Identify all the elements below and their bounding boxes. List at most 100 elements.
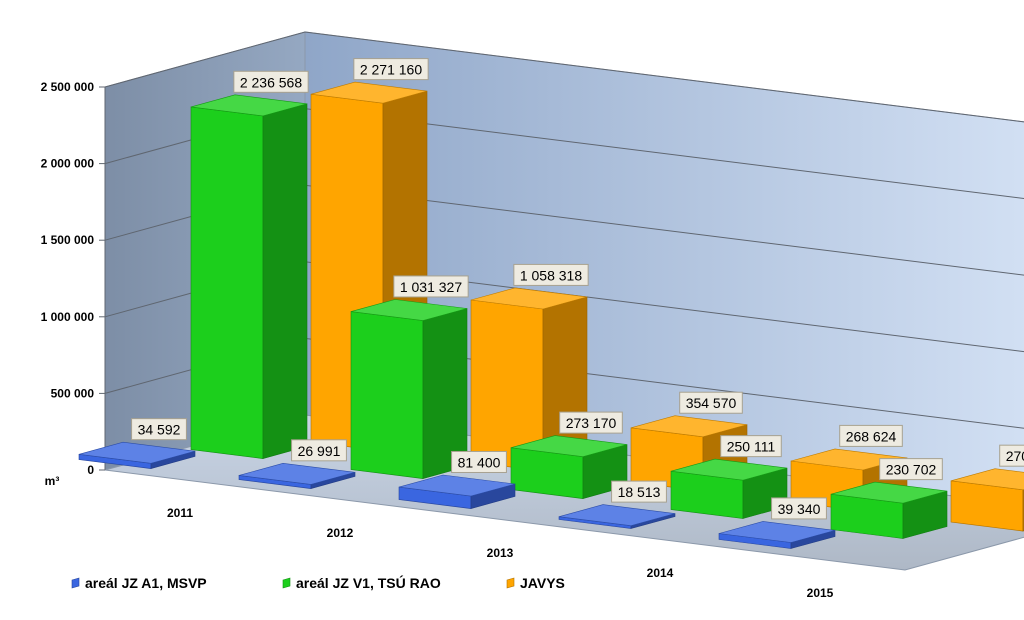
y-tick-label: 1 000 000 [41, 310, 95, 324]
y-tick-label: 500 000 [51, 386, 95, 400]
data-labels: 34 592 26 991 81 400 18 513 39 340 2 236 568 1… [131, 58, 1024, 520]
bar [238, 462, 356, 489]
bar-side [262, 103, 308, 459]
legend-item: JAVYS [506, 575, 565, 591]
bar [950, 468, 1024, 532]
bar-top [78, 441, 196, 464]
data-label-text: 2 236 568 [240, 74, 302, 90]
y-tick-label: 0 [87, 463, 94, 477]
y-tick-label: 2 500 000 [41, 80, 95, 94]
legend-swatch [506, 577, 515, 589]
data-label-box [451, 450, 507, 473]
data-label-box [131, 418, 187, 441]
data-label-box [233, 70, 309, 93]
bar-top [670, 458, 788, 481]
legend-swatch [282, 577, 291, 589]
bar-top [630, 415, 748, 438]
data-label: 2 236 568 [233, 70, 309, 93]
legend-label: JAVYS [520, 575, 565, 591]
bar-top [510, 435, 628, 458]
data-label-box [999, 444, 1024, 467]
y-axis: 0 500 000 1 000 000 1 500 000 2 000 000 2 500… [41, 80, 106, 488]
bar-top [190, 94, 308, 117]
data-label: 34 592 [131, 418, 187, 441]
bar [190, 94, 308, 459]
data-label: 268 624 [839, 424, 903, 447]
data-label-text: 1 031 327 [400, 279, 462, 295]
data-label: 2 271 160 [353, 58, 429, 81]
bar [350, 299, 468, 479]
x-tick-label: 2013 [487, 546, 514, 560]
bar-top [790, 448, 908, 471]
bar-top [398, 474, 516, 497]
x-axis: 2011 2012 2013 2014 2015 [167, 506, 834, 600]
data-label: 230 702 [879, 458, 943, 481]
data-label-box [393, 275, 469, 298]
y-tick-label: 2 000 000 [41, 157, 95, 171]
data-label-text: 39 340 [778, 501, 821, 517]
data-label-box [720, 435, 782, 458]
data-label-box [353, 58, 429, 81]
x-tick-label: 2015 [807, 586, 834, 600]
bar [718, 521, 836, 549]
legend-item: areál JZ V1, TSÚ RAO [282, 574, 441, 591]
data-label-text: 273 170 [566, 415, 617, 431]
data-label: 250 111 [720, 435, 782, 458]
data-label: 270 042 [999, 444, 1024, 467]
bar-top [350, 299, 468, 321]
legend-label: areál JZ A1, MSVP [85, 575, 207, 591]
bar-top [470, 287, 588, 310]
bar-top [718, 521, 836, 543]
bar-top [558, 504, 676, 527]
data-label-text: 250 111 [727, 439, 776, 455]
data-label: 354 570 [679, 391, 743, 414]
data-label-box [839, 424, 903, 447]
data-label: 81 400 [451, 450, 507, 473]
legend: areál JZ A1, MSVP areál JZ V1, TSÚ RAO JAV… [71, 574, 565, 591]
legend-label: areál JZ V1, TSÚ RAO [296, 574, 441, 591]
legend-swatch [71, 577, 80, 589]
data-label: 273 170 [559, 411, 623, 434]
bar-top [830, 481, 948, 504]
bar-front [350, 311, 424, 479]
bar-top [238, 462, 356, 485]
data-label-box [559, 411, 623, 434]
y-tick-label: 1 500 000 [41, 233, 95, 247]
x-tick-label: 2011 [167, 506, 193, 520]
gridline [104, 31, 1024, 123]
y-axis-unit: m³ [45, 474, 60, 488]
bar [830, 481, 948, 539]
bar [398, 474, 516, 509]
data-label-text: 268 624 [846, 428, 897, 444]
data-label: 26 991 [291, 439, 347, 462]
x-tick-label: 2012 [327, 526, 354, 540]
data-label: 1 058 318 [513, 263, 589, 286]
data-label-box [771, 497, 827, 520]
data-label-text: 270 042 [1006, 448, 1024, 464]
data-label-text: 34 592 [138, 422, 181, 438]
bar-top [310, 81, 428, 104]
data-label-text: 26 991 [298, 443, 341, 459]
data-label-text: 354 570 [686, 395, 737, 411]
data-label-text: 1 058 318 [520, 267, 582, 283]
data-label-box [291, 439, 347, 462]
bar [558, 504, 676, 529]
data-label: 39 340 [771, 497, 827, 520]
data-label-box [879, 458, 943, 481]
data-label-box [513, 263, 589, 286]
bar [78, 441, 196, 469]
bar [510, 435, 628, 499]
data-label-box [679, 391, 743, 414]
data-label-text: 81 400 [458, 454, 501, 470]
bars [78, 81, 1024, 549]
data-label-box [611, 480, 667, 503]
data-label-text: 2 271 160 [360, 62, 422, 78]
data-label-text: 230 702 [886, 462, 937, 478]
bar [670, 458, 788, 519]
data-label-text: 18 513 [618, 484, 661, 500]
bar-top [950, 468, 1024, 491]
data-label: 1 031 327 [393, 275, 469, 298]
x-tick-label: 2014 [647, 566, 674, 580]
bar-front [190, 106, 264, 459]
